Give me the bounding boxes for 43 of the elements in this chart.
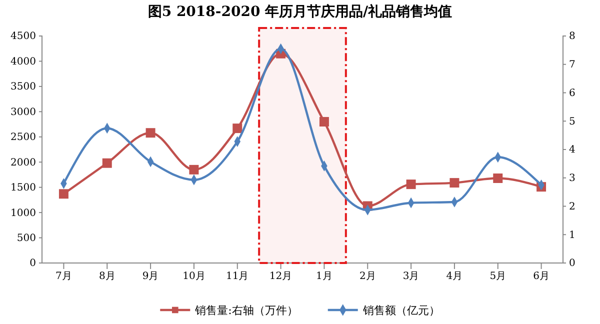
point: [102, 158, 112, 168]
y2-tick-label: 1: [569, 230, 576, 241]
x-tick-label: 10月: [182, 271, 206, 282]
y-tick-label: 2500: [10, 132, 36, 144]
x-tick-label: 7月: [56, 271, 72, 282]
point: [146, 128, 156, 138]
y-tick-label: 3000: [10, 106, 36, 118]
x-tick-label: 2月: [359, 271, 376, 282]
y2-tick-label: 5: [569, 116, 576, 128]
y2-tick-label: 6: [569, 88, 576, 99]
x-tick-label: 3月: [402, 271, 420, 282]
legend-label: 销售额（亿元）: [362, 304, 440, 317]
y2-tick-label: 7: [569, 60, 576, 71]
x-tick-label: 8月: [98, 271, 116, 282]
chart-title: 图5 2018-2020 年历月节庆用品/礼品销售均值: [148, 3, 452, 20]
y2-tick-label: 8: [569, 31, 576, 42]
point: [58, 189, 68, 199]
y-tick-label: 2000: [10, 157, 36, 168]
x-tick-label: 4月: [446, 271, 463, 282]
x-tick-label: 6月: [533, 271, 550, 282]
y2-tick-label: 2: [569, 201, 576, 212]
point: [450, 178, 460, 188]
y-tick-label: 4000: [10, 56, 36, 68]
y2-tick-label: 4: [569, 144, 576, 156]
y-tick-label: 4500: [10, 31, 36, 42]
point: [319, 117, 329, 126]
x-tick-label: 12月: [269, 271, 292, 282]
y2-tick-label: 0: [569, 258, 576, 270]
x-tick-label: 1月: [316, 271, 332, 282]
x-tick-label: 11月: [226, 271, 249, 282]
y2-tick-label: 3: [569, 173, 576, 184]
y-tick-label: 0: [30, 258, 36, 270]
point: [189, 164, 199, 174]
y-tick-label: 3500: [10, 82, 36, 93]
y-tick-label: 1500: [10, 182, 36, 194]
legend-label: 销售量:右轴（万件）: [194, 304, 298, 317]
y-tick-label: 500: [16, 232, 36, 244]
x-tick-label: 5月: [490, 271, 506, 282]
point: [232, 124, 242, 134]
y-tick-label: 1000: [10, 208, 36, 219]
x-tick-label: 9月: [142, 271, 159, 282]
point: [493, 174, 503, 183]
point: [406, 180, 416, 190]
